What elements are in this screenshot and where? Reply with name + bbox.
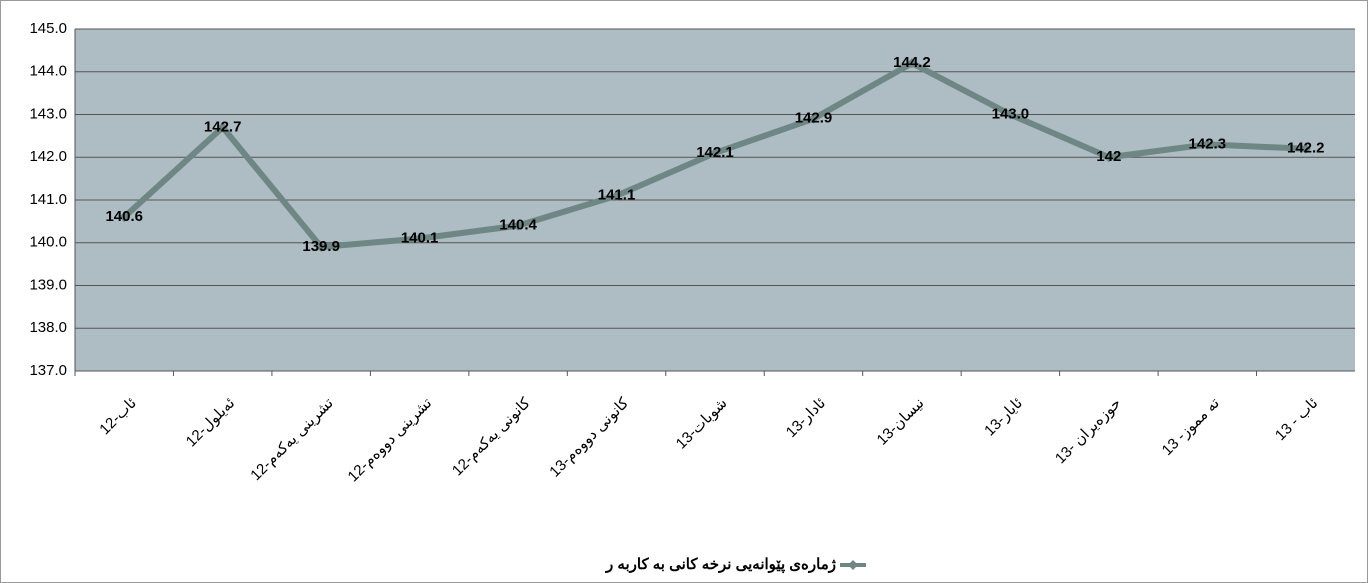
point-marker: [119, 212, 130, 223]
point-marker: [1300, 143, 1311, 154]
y-tick-label: 141.0: [29, 191, 67, 208]
point-marker: [1005, 109, 1016, 120]
y-tick-label: 140.0: [29, 234, 67, 251]
point-marker: [217, 122, 228, 133]
legend-marker: [848, 560, 858, 570]
data-label: 142.3: [1189, 135, 1227, 152]
data-label: 142.2: [1287, 140, 1325, 157]
y-tick-label: 145.0: [29, 20, 67, 37]
data-label: 139.9: [302, 238, 340, 255]
point-marker: [316, 242, 327, 253]
point-marker: [906, 58, 917, 69]
legend-label: ژمارەی پێوانەیی نرخە کانی بە کاربە ر: [605, 556, 836, 574]
data-label: 142.7: [204, 118, 242, 135]
point-marker: [611, 190, 622, 201]
y-tick-label: 143.0: [29, 105, 67, 122]
point-marker: [710, 147, 720, 158]
point-marker: [1202, 139, 1213, 150]
data-label: 140.4: [499, 217, 537, 234]
y-tick-label: 144.0: [29, 63, 67, 80]
data-label: 140.1: [401, 229, 439, 246]
y-tick-label: 139.0: [29, 276, 67, 293]
data-label: 141.1: [598, 187, 636, 204]
y-tick-label: 142.0: [29, 148, 67, 165]
point-marker: [808, 113, 819, 124]
data-label: 140.6: [105, 208, 143, 225]
point-marker: [414, 233, 425, 244]
point-marker: [1103, 152, 1114, 163]
data-label: 142: [1096, 148, 1121, 165]
data-label: 144.2: [893, 54, 931, 71]
data-label: 142.9: [795, 110, 833, 127]
data-label: 143.0: [992, 105, 1030, 122]
data-label: 142.1: [696, 144, 734, 161]
point-marker: [513, 220, 524, 231]
y-tick-label: 137.0: [29, 362, 67, 379]
y-tick-label: 138.0: [29, 319, 67, 336]
